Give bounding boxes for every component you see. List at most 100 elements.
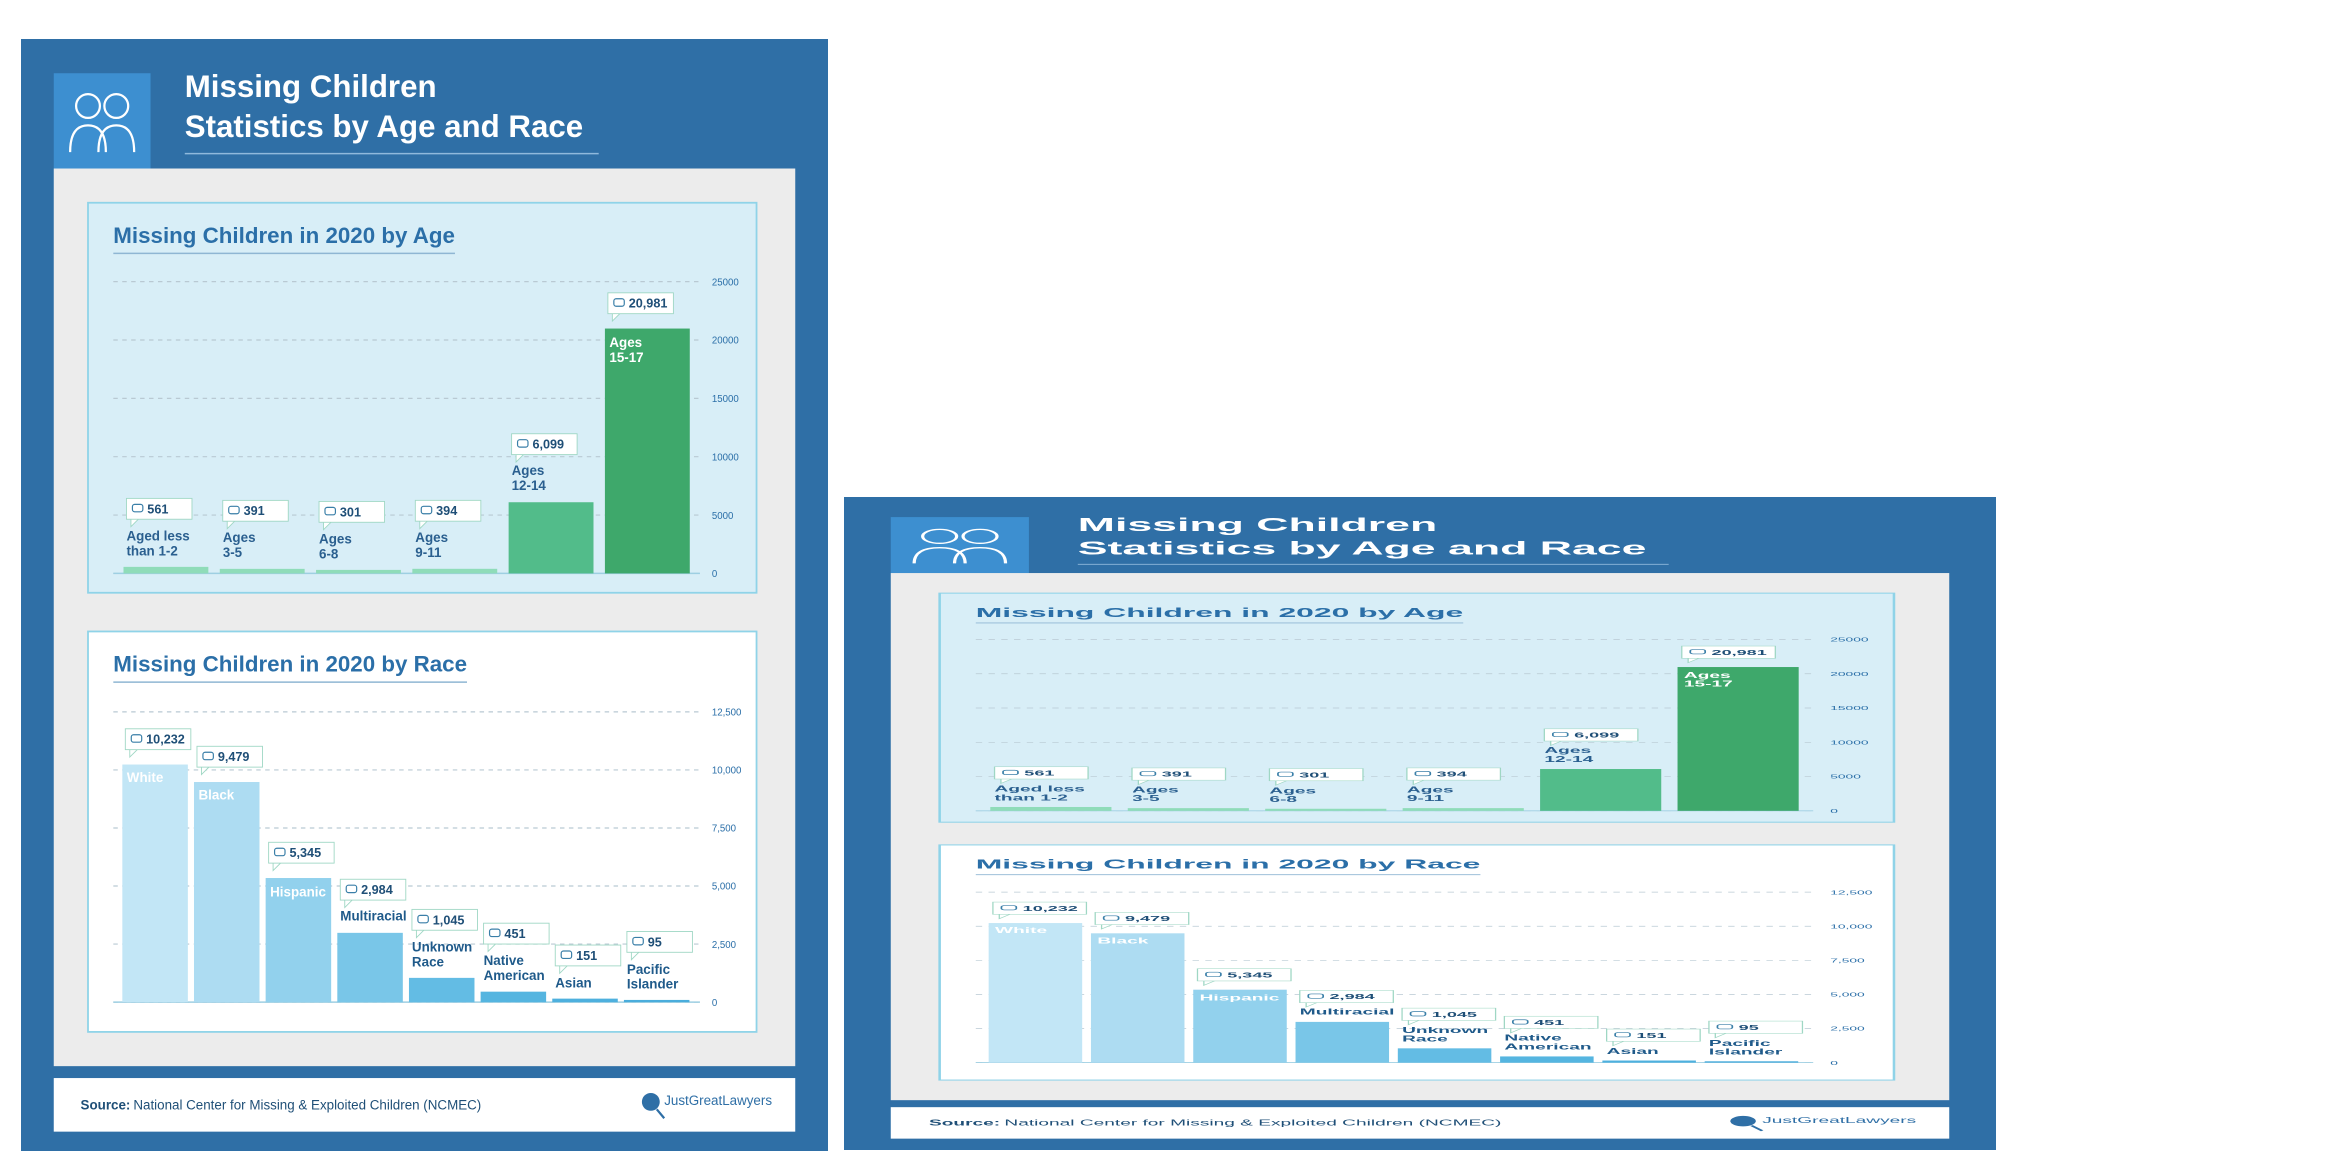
bar [265, 878, 332, 1003]
value-label: 9,479 [218, 750, 250, 764]
callout-icon [516, 439, 529, 448]
callout [1268, 768, 1364, 782]
x-category-label-box: Multiracial [1299, 1007, 1395, 1017]
x-category-label: Aged less than 1-2 [126, 528, 190, 558]
callout-icon [1716, 1024, 1734, 1030]
x-category-label: Unknown Race [411, 939, 473, 969]
callout [1401, 1007, 1497, 1021]
callout [1196, 968, 1292, 982]
callout [414, 499, 482, 522]
brand-name: JustGreatLawyers [1762, 1116, 1916, 1125]
x-category-label: Ages 3-5 [1132, 785, 1179, 803]
x-category-label: Ages 15-17 [609, 334, 644, 365]
callout [1503, 1015, 1599, 1029]
x-category-label-box: Aged less than 1-2 [994, 784, 1085, 802]
bar [316, 569, 401, 574]
y-tick-label: 25000 [1830, 637, 1869, 643]
x-category-label: Pacific Islander [626, 961, 679, 991]
y-tick-label: 15000 [1830, 705, 1869, 711]
callout-pointer [1412, 779, 1425, 786]
icon-head [103, 92, 130, 120]
callout [993, 766, 1089, 780]
icon-head [961, 528, 999, 544]
callout-pointer [1510, 1028, 1522, 1034]
x-category-label-box: Ages 15-17 [609, 334, 644, 365]
bar [988, 923, 1083, 1063]
bar [552, 998, 618, 1003]
callout-pointer [323, 521, 332, 531]
callout-pointer [272, 862, 281, 872]
x-category-label-box: Pacific Islander [626, 961, 679, 991]
x-category-label: Native American [1504, 1033, 1592, 1052]
icon-head [74, 92, 102, 120]
y-tick-label: 12,500 [712, 708, 742, 719]
value-label: 6,099 [1574, 731, 1620, 740]
x-category-label-box: Native American [1504, 1033, 1592, 1052]
value-label: 20,981 [1712, 648, 1768, 657]
callout-icon [345, 884, 358, 894]
callout-icon [1307, 993, 1325, 999]
footer [53, 1078, 796, 1132]
callout [626, 931, 693, 953]
bar [990, 806, 1112, 811]
source-label: Source: [81, 1097, 131, 1112]
value-label: 451 [504, 927, 525, 941]
value-label: 6,099 [532, 438, 564, 452]
chart-title: Missing Children in 2020 by Age [976, 605, 1463, 620]
bar [123, 566, 209, 574]
bar [412, 568, 498, 574]
x-category-label: Native American [483, 952, 545, 983]
y-tick-label: 25000 [712, 277, 739, 288]
value-label: 1,045 [433, 913, 465, 927]
callout-icon [1000, 905, 1018, 911]
y-tick-label: 7,500 [1830, 958, 1865, 964]
x-category-label-box: Ages 9-11 [1407, 785, 1454, 802]
callout-pointer [419, 520, 428, 530]
brand-logo-handle [655, 1108, 666, 1119]
callout-icon [1002, 769, 1019, 775]
callout-pointer [487, 943, 496, 953]
y-tick-label: 10,000 [1830, 924, 1872, 930]
callout-icon [1277, 771, 1294, 777]
y-tick-label: 5,000 [1830, 992, 1865, 998]
y-tick-label: 5,000 [712, 882, 736, 893]
x-category-label: Asian [555, 974, 592, 990]
callout-pointer [1612, 1041, 1625, 1047]
callout [1681, 645, 1776, 659]
value-label: 561 [147, 502, 168, 516]
bar [122, 764, 188, 1003]
x-category-label: Hispanic [1199, 993, 1280, 1002]
callout-pointer [1100, 924, 1113, 930]
x-category-label: Aged less than 1-2 [994, 784, 1085, 802]
y-tick-label: 0 [1830, 1060, 1838, 1066]
x-category-label-box: Native American [483, 952, 545, 983]
x-category-label-box: Ages 12-14 [512, 464, 546, 494]
callout [1406, 767, 1502, 781]
callout [1299, 990, 1394, 1003]
x-category-label-box: Black [198, 788, 234, 803]
y-tick-label: 5000 [1830, 774, 1861, 780]
y-tick-label: 2,500 [712, 940, 736, 951]
x-category-label-box: Ages 15-17 [1684, 671, 1733, 688]
value-label: 301 [1299, 770, 1330, 779]
value-label: 1,045 [1432, 1010, 1478, 1019]
callout-icon [632, 936, 644, 946]
callout-icon [273, 847, 286, 857]
x-category-label: Asian [1606, 1046, 1659, 1056]
x-category-label-box: Ages 12-14 [1544, 746, 1593, 763]
callout-icon [1512, 1019, 1529, 1025]
callout [268, 841, 335, 864]
callout-pointer [1550, 740, 1562, 747]
callout [607, 292, 674, 315]
x-category-label-box: Aged less than 1-2 [126, 528, 190, 558]
value-label: 95 [648, 935, 662, 949]
x-category-label-box: Ages 3-5 [1132, 785, 1179, 803]
callout [339, 878, 407, 901]
x-category-label-box: Pacific Islander [1709, 1039, 1782, 1056]
callout-pointer [515, 454, 524, 464]
callout-icon [324, 506, 337, 516]
x-category-label-box: Ages 3-5 [223, 530, 256, 560]
x-category-label: Hispanic [270, 883, 326, 899]
value-label: 20,981 [629, 297, 668, 311]
x-category-label: Multiracial [1299, 1007, 1395, 1017]
